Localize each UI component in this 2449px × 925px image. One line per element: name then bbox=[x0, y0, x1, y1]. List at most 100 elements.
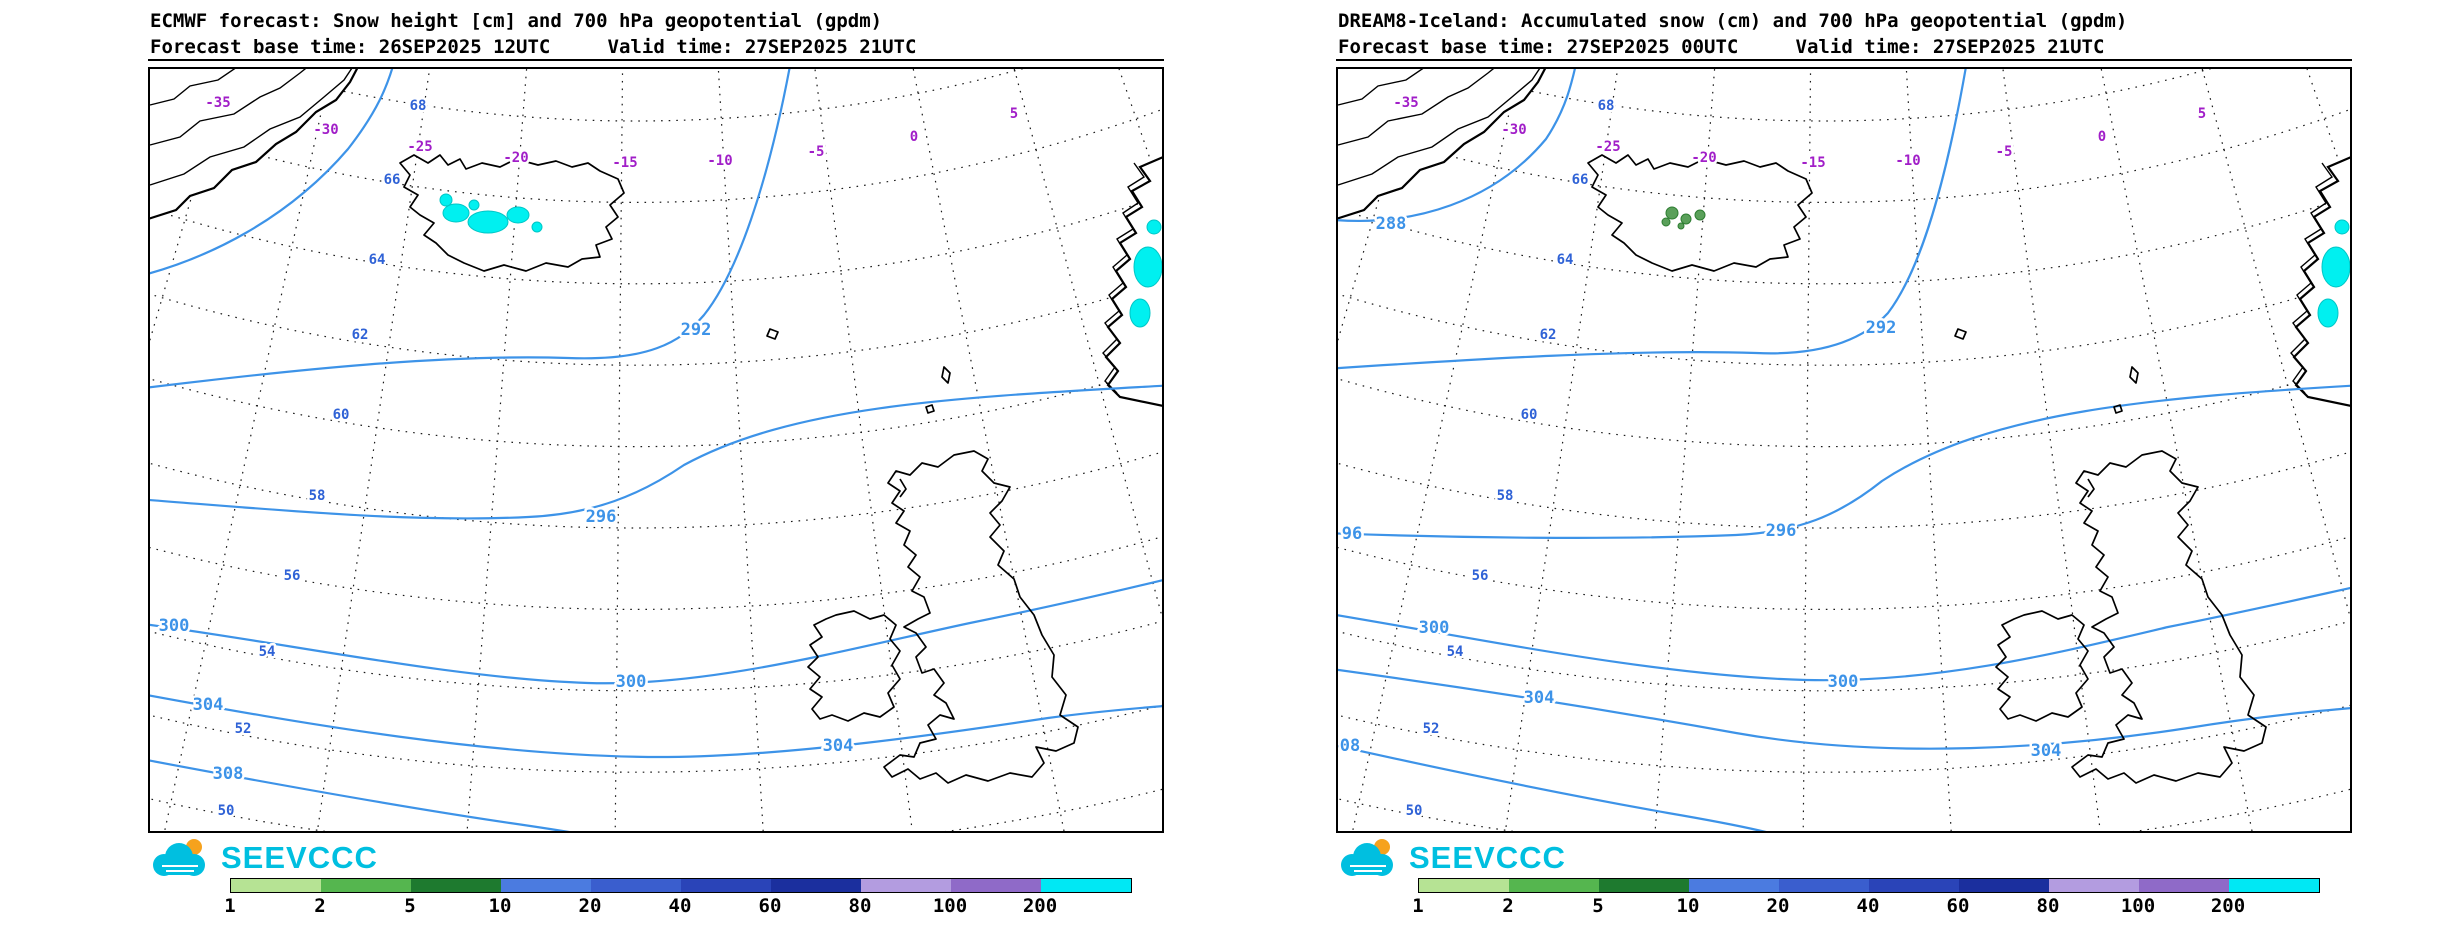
grid-meridian bbox=[614, 67, 624, 833]
grid-meridian bbox=[1654, 67, 1716, 833]
legend-value: 10 bbox=[1676, 895, 1700, 917]
map-border bbox=[1336, 67, 2352, 833]
geopotential-contour bbox=[148, 67, 394, 275]
grid-meridian bbox=[1905, 67, 1952, 833]
longitude-label: -20 bbox=[503, 150, 528, 166]
legend-segment bbox=[1599, 879, 1689, 892]
legend-segment bbox=[2049, 879, 2139, 892]
legend-value: 20 bbox=[1766, 895, 1790, 917]
longitude-label: -25 bbox=[407, 139, 432, 155]
coast-hatch bbox=[2290, 162, 2334, 394]
coastline-landmass bbox=[2292, 155, 2352, 408]
legend-value: 5 bbox=[404, 895, 416, 917]
contour-label: 304 bbox=[823, 736, 854, 756]
legend-segment bbox=[861, 879, 951, 892]
coast-hatch bbox=[1102, 162, 1146, 394]
legend-value: 40 bbox=[1856, 895, 1880, 917]
logo-text: SEEVCCC bbox=[221, 840, 378, 875]
coastline bbox=[925, 404, 935, 414]
geopotential-contour bbox=[148, 694, 1164, 759]
panel-subtitle: Forecast base time: 26SEP2025 12UTC Vali… bbox=[150, 36, 917, 58]
legend-value: 200 bbox=[2210, 895, 2246, 917]
grid-meridian bbox=[1504, 67, 1619, 833]
snow-patch bbox=[468, 199, 480, 211]
title-underline bbox=[1336, 59, 2352, 61]
coastline-landmass bbox=[1104, 155, 1164, 408]
latitude-label: 60 bbox=[333, 407, 350, 423]
coastline bbox=[1954, 328, 1967, 340]
latitude-label: 64 bbox=[369, 252, 386, 268]
snow-patch bbox=[1680, 213, 1692, 225]
latitude-label: 64 bbox=[1557, 252, 1574, 268]
legend-value: 20 bbox=[578, 895, 602, 917]
longitude-label: -25 bbox=[1595, 139, 1620, 155]
coastline bbox=[399, 154, 625, 272]
snow-patch bbox=[1661, 217, 1671, 227]
legend-value: 1 bbox=[1412, 895, 1424, 917]
geopotential-contour bbox=[148, 759, 582, 833]
geopotential-contour bbox=[148, 67, 791, 389]
snow-patch bbox=[1665, 206, 1679, 220]
grid-latitude bbox=[1336, 450, 2352, 529]
coastline bbox=[883, 450, 1079, 784]
contour-label: 08 bbox=[1340, 736, 1360, 756]
longitude-label: -15 bbox=[1800, 155, 1825, 171]
contour-label: 296 bbox=[1766, 521, 1797, 541]
geopotential-contour bbox=[1336, 586, 2352, 682]
map-ecmwf: 292 296 300 300 304 304 308 68 66 64 62 60 58 56 54 52 5… bbox=[148, 67, 1164, 833]
grid-latitude bbox=[1336, 535, 2352, 610]
coastline bbox=[1995, 610, 2089, 722]
cloud-icon bbox=[1341, 839, 1393, 876]
legend-value: 100 bbox=[932, 895, 968, 917]
geopotential-contour bbox=[1336, 67, 1577, 222]
grid-meridian bbox=[316, 67, 431, 833]
latitude-label: 58 bbox=[309, 488, 326, 504]
grid-meridian bbox=[466, 67, 528, 833]
grid-meridian bbox=[2201, 67, 2352, 627]
contour-label: 96 bbox=[1342, 524, 1362, 544]
grid-latitude bbox=[148, 450, 1164, 529]
legend-segment bbox=[1779, 879, 1869, 892]
grid-latitude bbox=[148, 703, 1164, 773]
panel-title: ECMWF forecast: Snow height [cm] and 700… bbox=[150, 10, 883, 32]
coastline bbox=[941, 366, 951, 384]
contour-label: 304 bbox=[193, 695, 224, 715]
snow-legend: 1 2 5 10 20 40 60 80 100 200 bbox=[1412, 878, 2330, 920]
grid-latitude bbox=[148, 535, 1164, 610]
legend-value: 60 bbox=[1946, 895, 1970, 917]
coast-hatch bbox=[149, 67, 309, 146]
legend-segment bbox=[501, 879, 591, 892]
snow-patch bbox=[1133, 246, 1163, 288]
longitude-label: -35 bbox=[205, 95, 230, 111]
longitude-label: 5 bbox=[2198, 106, 2206, 122]
coastline-landmass bbox=[148, 67, 360, 221]
snow-patch bbox=[2321, 246, 2351, 288]
map-border bbox=[148, 67, 1164, 833]
latitude-label: 58 bbox=[1497, 488, 1514, 504]
snow-patch bbox=[2334, 219, 2350, 235]
coastline bbox=[1587, 154, 1813, 272]
snow-legend: 1 2 5 10 20 40 60 80 100 200 bbox=[224, 878, 1142, 920]
legend-segment bbox=[1509, 879, 1599, 892]
legend-value: 10 bbox=[488, 895, 512, 917]
geopotential-contour bbox=[1336, 67, 1968, 370]
geopotential-contour bbox=[1336, 384, 2352, 539]
legend-segment bbox=[2139, 879, 2229, 892]
snow-colorbar bbox=[230, 878, 1132, 893]
grid-latitude bbox=[1336, 703, 2352, 773]
grid-meridian bbox=[912, 67, 1066, 833]
title-underline bbox=[148, 59, 1164, 61]
cloud-icon bbox=[153, 839, 205, 876]
contour-label: 300 bbox=[616, 672, 647, 692]
geopotential-contour bbox=[1336, 668, 2352, 750]
legend-value: 100 bbox=[2120, 895, 2156, 917]
coast-hatch bbox=[1337, 67, 1542, 186]
longitude-label: -5 bbox=[808, 144, 825, 160]
seevccc-logo: SEEVCCC bbox=[146, 835, 378, 881]
coast-hatch bbox=[149, 67, 239, 106]
longitude-label: -10 bbox=[1895, 153, 1920, 169]
weather-map-dream8: 288 292 96 296 300 300 304 304 08 68 66 64 62 60 58 56 5… bbox=[1336, 67, 2352, 833]
latitude-label: 62 bbox=[352, 327, 369, 343]
latitude-label: 52 bbox=[235, 721, 252, 737]
